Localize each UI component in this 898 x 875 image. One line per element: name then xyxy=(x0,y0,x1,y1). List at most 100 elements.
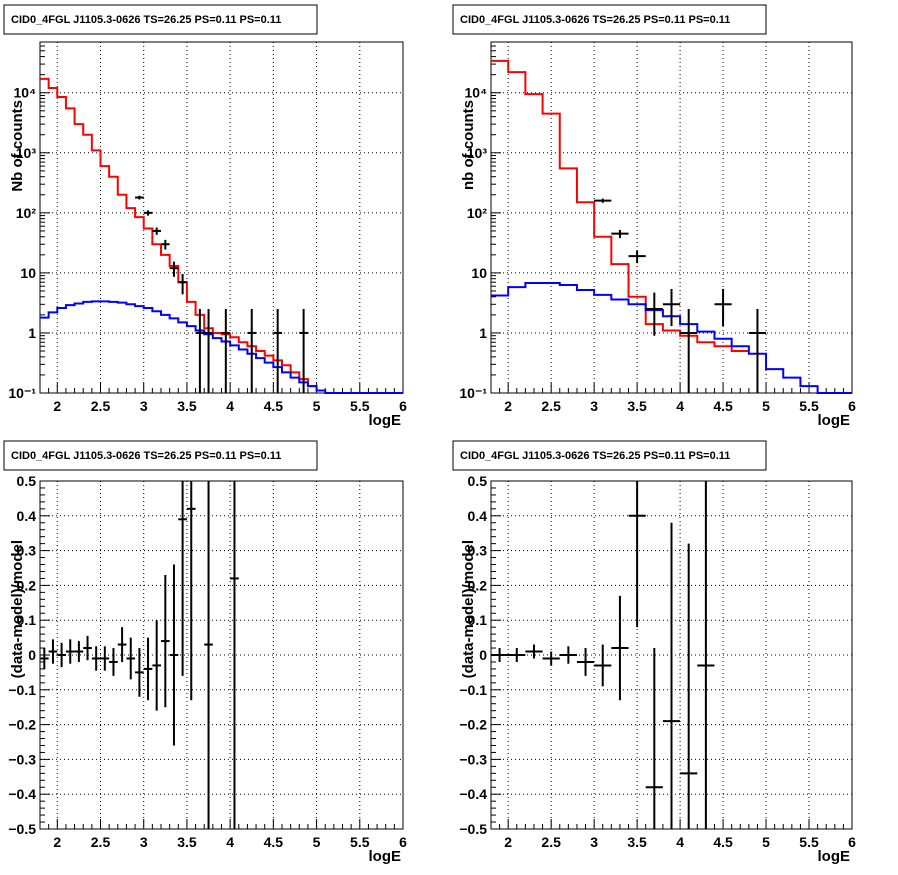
data-point xyxy=(169,564,179,746)
data-point xyxy=(559,646,577,664)
x-tick-label: 5 xyxy=(313,398,321,414)
x-axis-label: logE xyxy=(369,848,402,865)
y-tick-label: 0.5 xyxy=(17,473,37,489)
data-point xyxy=(628,250,646,264)
data-point xyxy=(83,635,92,661)
data-point xyxy=(645,648,663,829)
y-tick-label: −0.3 xyxy=(8,751,36,767)
x-tick-label: 5.5 xyxy=(350,834,370,850)
y-tick-label: −0.2 xyxy=(459,717,487,733)
y-tick-label: 10 xyxy=(471,265,487,281)
x-tick-label: 6 xyxy=(399,398,407,414)
data-point xyxy=(117,627,127,662)
data-point xyxy=(299,309,308,393)
x-tick-label: 4.5 xyxy=(264,834,284,850)
data-point xyxy=(221,309,231,393)
title-box xyxy=(452,4,767,35)
x-tick-label: 5.5 xyxy=(799,834,819,850)
x-axis-label: logE xyxy=(818,412,851,429)
y-tick-label: −0.4 xyxy=(459,786,487,802)
x-tick-label: 3 xyxy=(140,834,148,850)
x-axis-label: logE xyxy=(818,848,851,865)
y-tick-label: 0.4 xyxy=(17,508,37,524)
y-tick-label: 10⁻¹ xyxy=(8,385,36,401)
data-point xyxy=(542,651,560,666)
data-point xyxy=(645,292,663,336)
title-box xyxy=(3,440,318,471)
data-point xyxy=(697,481,715,829)
data-point xyxy=(204,309,213,393)
x-tick-label: 5 xyxy=(762,398,770,414)
x-tick-label: 2 xyxy=(504,834,512,850)
x-tick-label: 4 xyxy=(676,398,684,414)
data-point xyxy=(594,198,612,203)
y-tick-label: 10⁻¹ xyxy=(459,385,487,401)
x-tick-label: 2.5 xyxy=(541,834,561,850)
y-axis: −0.5 −0.4 −0.3 −0.2 −0.1 0 0.1 0.2 0.3 0.4 0.5 (dat… xyxy=(459,473,501,837)
x-tick-label: 3 xyxy=(590,834,598,850)
x-axis-label: logE xyxy=(369,412,402,429)
chart-title: CID0_4FGL J1105.3-0626 TS=26.25 PS=0.11 … xyxy=(11,450,281,462)
y-tick-label: −0.4 xyxy=(8,786,36,802)
x-tick-label: 5.5 xyxy=(799,398,819,414)
y-tick-label: 0.3 xyxy=(17,543,37,559)
data-point xyxy=(143,637,153,701)
data-point xyxy=(161,574,170,708)
y-tick-label: −0.5 xyxy=(8,821,36,837)
data-point xyxy=(91,646,101,671)
series-3 xyxy=(135,195,308,393)
data-point xyxy=(161,239,170,250)
chart-title: CID0_4FGL J1105.3-0626 TS=26.25 PS=0.11 … xyxy=(460,14,730,26)
x-tick-label: 5 xyxy=(762,834,770,850)
y-axis-label: (data-model)/model xyxy=(460,540,477,678)
data-point xyxy=(628,481,646,628)
data-point xyxy=(48,639,58,664)
data-point xyxy=(109,648,118,676)
y-axis-label: nb of counts xyxy=(460,100,477,190)
data-point xyxy=(680,543,698,829)
y-tick-label: 10³ xyxy=(16,145,37,161)
data-point xyxy=(611,595,629,701)
data-point xyxy=(152,620,161,711)
y-tick-label: −0.3 xyxy=(459,751,487,767)
data-point xyxy=(40,648,49,669)
data-point xyxy=(611,229,629,239)
chart-title: CID0_4FGL J1105.3-0626 TS=26.25 PS=0.11 … xyxy=(460,450,730,462)
x-tick-label: 2 xyxy=(504,398,512,414)
x-tick-label: 2.5 xyxy=(91,398,111,414)
data-point xyxy=(135,195,144,200)
y-tick-label: 0.5 xyxy=(468,473,488,489)
x-tick-label: 2 xyxy=(53,398,61,414)
data-point xyxy=(135,648,144,697)
series-3 xyxy=(594,198,767,393)
y-tick-label: 0.1 xyxy=(468,612,488,628)
x-tick-label: 3.5 xyxy=(627,834,647,850)
x-tick-label: 3.5 xyxy=(177,834,197,850)
x-tick-label: 4 xyxy=(226,398,234,414)
y-tick-label: 0 xyxy=(28,647,36,663)
title-box xyxy=(452,440,767,471)
y-tick-label: 0 xyxy=(479,647,487,663)
data-point xyxy=(680,309,698,393)
y-tick-label: 10⁴ xyxy=(14,85,37,101)
data-point xyxy=(204,481,213,829)
histogram-step-line xyxy=(40,77,317,388)
data-point xyxy=(65,639,75,664)
y-tick-label: 1 xyxy=(479,325,487,341)
series-1 xyxy=(491,59,749,353)
y-tick-label: 1 xyxy=(28,325,36,341)
title-box xyxy=(3,4,318,35)
data-point xyxy=(662,522,681,829)
chart-panel-4: 2 2.5 3 3.5 4 4.5 5 5.5 6logE−0.5−0.4−0.3−0.2−0.… xyxy=(452,440,856,865)
histogram-step-line xyxy=(491,59,749,353)
data-point xyxy=(525,644,543,659)
y-tick-label: 0.2 xyxy=(468,577,488,593)
x-tick-label: 5 xyxy=(313,834,321,850)
data-point xyxy=(152,227,161,235)
x-tick-label: 2.5 xyxy=(91,834,111,850)
series-1 xyxy=(40,77,317,388)
x-tick-label: 6 xyxy=(848,834,856,850)
